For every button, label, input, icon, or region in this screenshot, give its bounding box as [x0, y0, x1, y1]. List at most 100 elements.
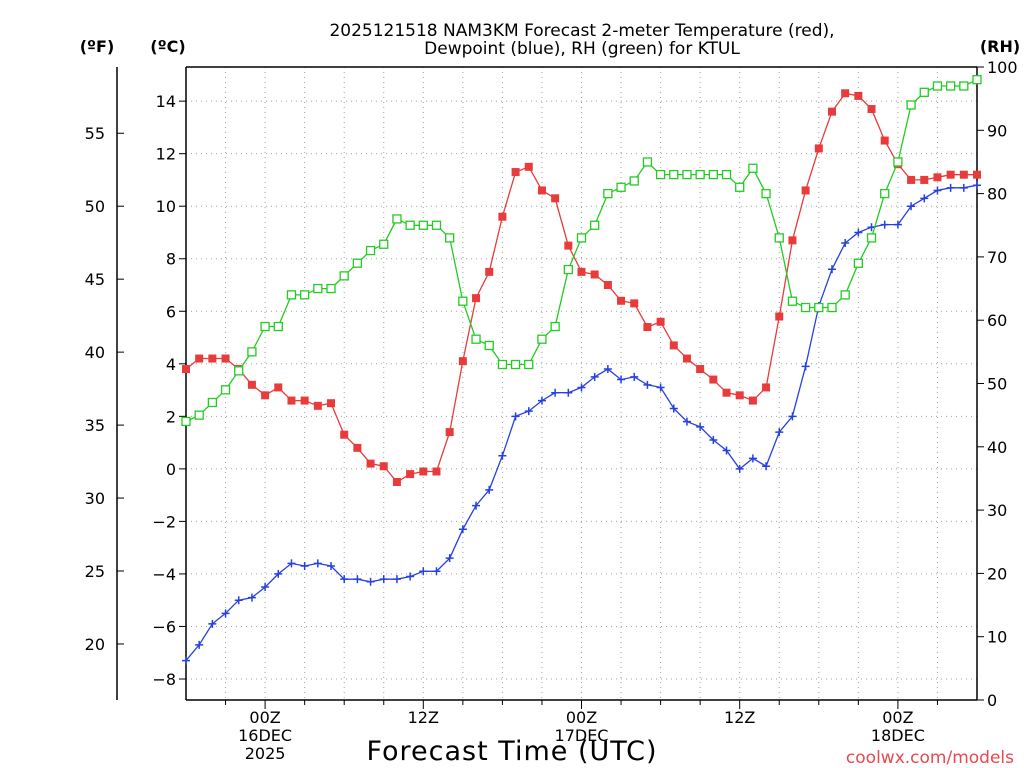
celsius-tick-label: 0: [166, 460, 176, 479]
rh-point: [313, 283, 323, 294]
temperature-point: [564, 241, 573, 250]
temperature-point: [432, 467, 441, 476]
rh-point: [392, 214, 402, 224]
rh-point: [721, 169, 732, 180]
x-tick-label: 00Z: [249, 708, 280, 727]
temperature-point: [182, 365, 190, 374]
temperature-point: [801, 186, 810, 195]
rh-point: [339, 271, 349, 281]
dewpoint-point: [696, 422, 705, 431]
temperature-point: [287, 396, 296, 405]
temperature-point: [247, 380, 256, 389]
rh-point: [616, 182, 626, 192]
rh-point: [919, 87, 929, 97]
series-line: [185, 79, 978, 423]
rh-point: [655, 169, 666, 180]
dewpoint-point: [709, 435, 718, 444]
fahrenheit-tick-label: 45: [85, 270, 105, 289]
dewpoint-point: [234, 596, 243, 605]
dewpoint-point: [340, 575, 349, 584]
axes: −8 −6 −4 −2 0 2 4 6 8 10 12 14 20 25 30 35 40 45 50 55 0 10 20…: [85, 58, 1018, 710]
temperature-point: [511, 168, 520, 177]
celsius-tick-label: 2: [166, 407, 176, 426]
dewpoint-point: [221, 609, 230, 618]
x-tick-label: 12Z: [724, 708, 755, 727]
rh-point: [326, 283, 336, 294]
dewpoint-point: [472, 501, 481, 510]
dewpoint-point: [551, 388, 560, 397]
temperature-point: [722, 388, 731, 397]
rh-point: [260, 321, 270, 332]
temperature-point: [735, 391, 744, 400]
celsius-tick-label: 14: [156, 92, 176, 111]
rh-point: [273, 321, 283, 332]
rh-point: [590, 220, 600, 230]
temperature-point: [775, 312, 784, 321]
temperature-point: [485, 267, 494, 276]
rh-point: [286, 290, 297, 300]
fahrenheit-tick-label: 35: [85, 416, 105, 435]
chart-title-line-2: Dewpoint (blue), RH (green) for KTUL: [424, 39, 740, 59]
rh-point: [695, 169, 705, 180]
temperature-point: [603, 281, 612, 290]
dewpoint-point: [762, 462, 771, 471]
rh-point: [247, 347, 257, 357]
rh-point: [445, 233, 455, 243]
temperature-point: [577, 267, 586, 276]
rh-point: [379, 239, 389, 249]
temperature-point: [419, 467, 428, 476]
dewpoint-point: [274, 569, 283, 578]
temperature-point: [498, 212, 507, 221]
dewpoint-point: [907, 202, 916, 211]
rh-point: [959, 81, 969, 91]
temperature-point: [630, 299, 639, 308]
dewpoint-point: [327, 562, 336, 571]
celsius-tick-label: −6: [152, 617, 176, 636]
dewpoint-point: [893, 220, 902, 229]
watermark: coolwx.com/models: [846, 748, 1014, 768]
fahrenheit-tick-label: 40: [85, 343, 105, 362]
temperature-point: [682, 354, 691, 363]
dewpoint-point: [458, 525, 467, 534]
dewpoint-point: [946, 183, 955, 192]
rh-tick-label: 100: [987, 58, 1018, 77]
fahrenheit-tick-label: 20: [85, 635, 105, 654]
dewpoint-point: [630, 372, 639, 381]
rh-point: [893, 157, 903, 167]
rh-tick-label: 30: [987, 501, 1007, 520]
rh-point: [603, 188, 613, 199]
temperature-point: [656, 317, 665, 326]
temperature-point: [472, 294, 481, 303]
temperature-point: [379, 462, 388, 471]
rh-tick-label: 90: [987, 121, 1007, 140]
dewpoint-point: [788, 412, 797, 421]
rh-point: [880, 188, 890, 199]
dewpoint-point: [920, 194, 929, 203]
x-tick-label: 2025: [245, 744, 286, 763]
temperature-point: [959, 170, 968, 179]
rh-point: [774, 233, 784, 243]
celsius-tick-label: 4: [166, 355, 176, 374]
rh-point: [497, 359, 508, 370]
rh-point: [945, 81, 956, 91]
dewpoint-point: [590, 372, 599, 381]
dewpoint-point: [722, 446, 731, 455]
dewpoint-point: [353, 575, 362, 584]
rh-point: [194, 410, 204, 420]
rh-point: [484, 340, 494, 351]
rh-point: [972, 75, 982, 85]
celsius-tick-label: −4: [152, 565, 176, 584]
rh-point: [761, 188, 771, 199]
rh-tick-label: 40: [987, 438, 1007, 457]
rh-tick-label: 0: [987, 691, 997, 710]
dewpoint-point: [603, 365, 612, 374]
temperature-point: [841, 89, 850, 98]
dewpoint-point: [564, 388, 573, 397]
dewpoint-point: [485, 485, 494, 494]
temperature-point: [973, 170, 981, 179]
temperature-point: [907, 175, 916, 184]
rh-point: [642, 157, 653, 167]
dewpoint-point: [511, 412, 520, 421]
rh-point: [827, 302, 837, 313]
